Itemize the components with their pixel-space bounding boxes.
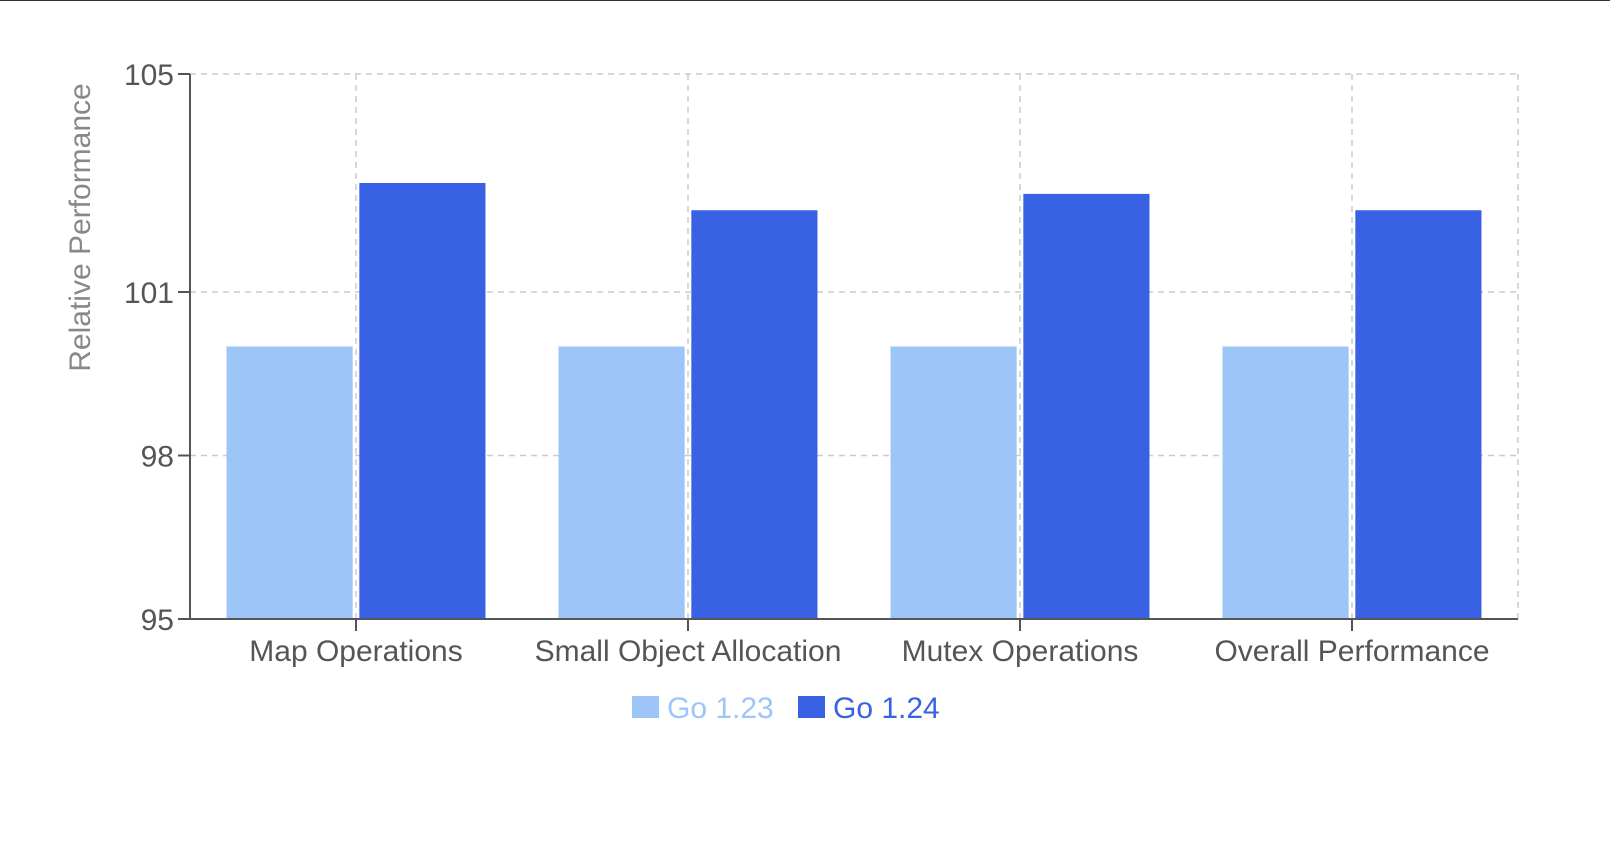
legend-label[interactable]: Go 1.24 [833,692,940,725]
y-axis-title: Relative Performance [64,83,97,371]
bar-go-1-24[interactable] [1023,193,1150,619]
y-tick-label: 95 [141,604,174,637]
legend: Go 1.23 Go 1.24 [632,692,940,725]
bar-go-1-23[interactable] [226,346,353,620]
axes [178,73,1518,631]
tick-labels: 95 98 101 105 Map Operations Small Object All… [124,59,1490,668]
bars [226,183,1482,620]
x-tick-label: Small Object Allocation [535,635,842,668]
bar-go-1-23[interactable] [558,346,685,620]
y-tick-label: 101 [124,277,174,310]
x-tick-label: Map Operations [249,635,462,668]
legend-label[interactable]: Go 1.23 [667,692,774,725]
x-tick-label: Mutex Operations [902,635,1139,668]
bar-go-1-23[interactable] [890,346,1017,620]
bar-go-1-24[interactable] [359,183,486,619]
bar-go-1-24[interactable] [691,210,818,619]
legend-swatch[interactable] [632,696,659,718]
y-tick-label: 105 [124,59,174,92]
bar-go-1-23[interactable] [1222,346,1349,620]
legend-swatch[interactable] [798,696,825,718]
x-tick-label: Overall Performance [1214,635,1489,668]
y-tick-label: 98 [141,441,174,474]
bar-go-1-24[interactable] [1355,210,1482,619]
